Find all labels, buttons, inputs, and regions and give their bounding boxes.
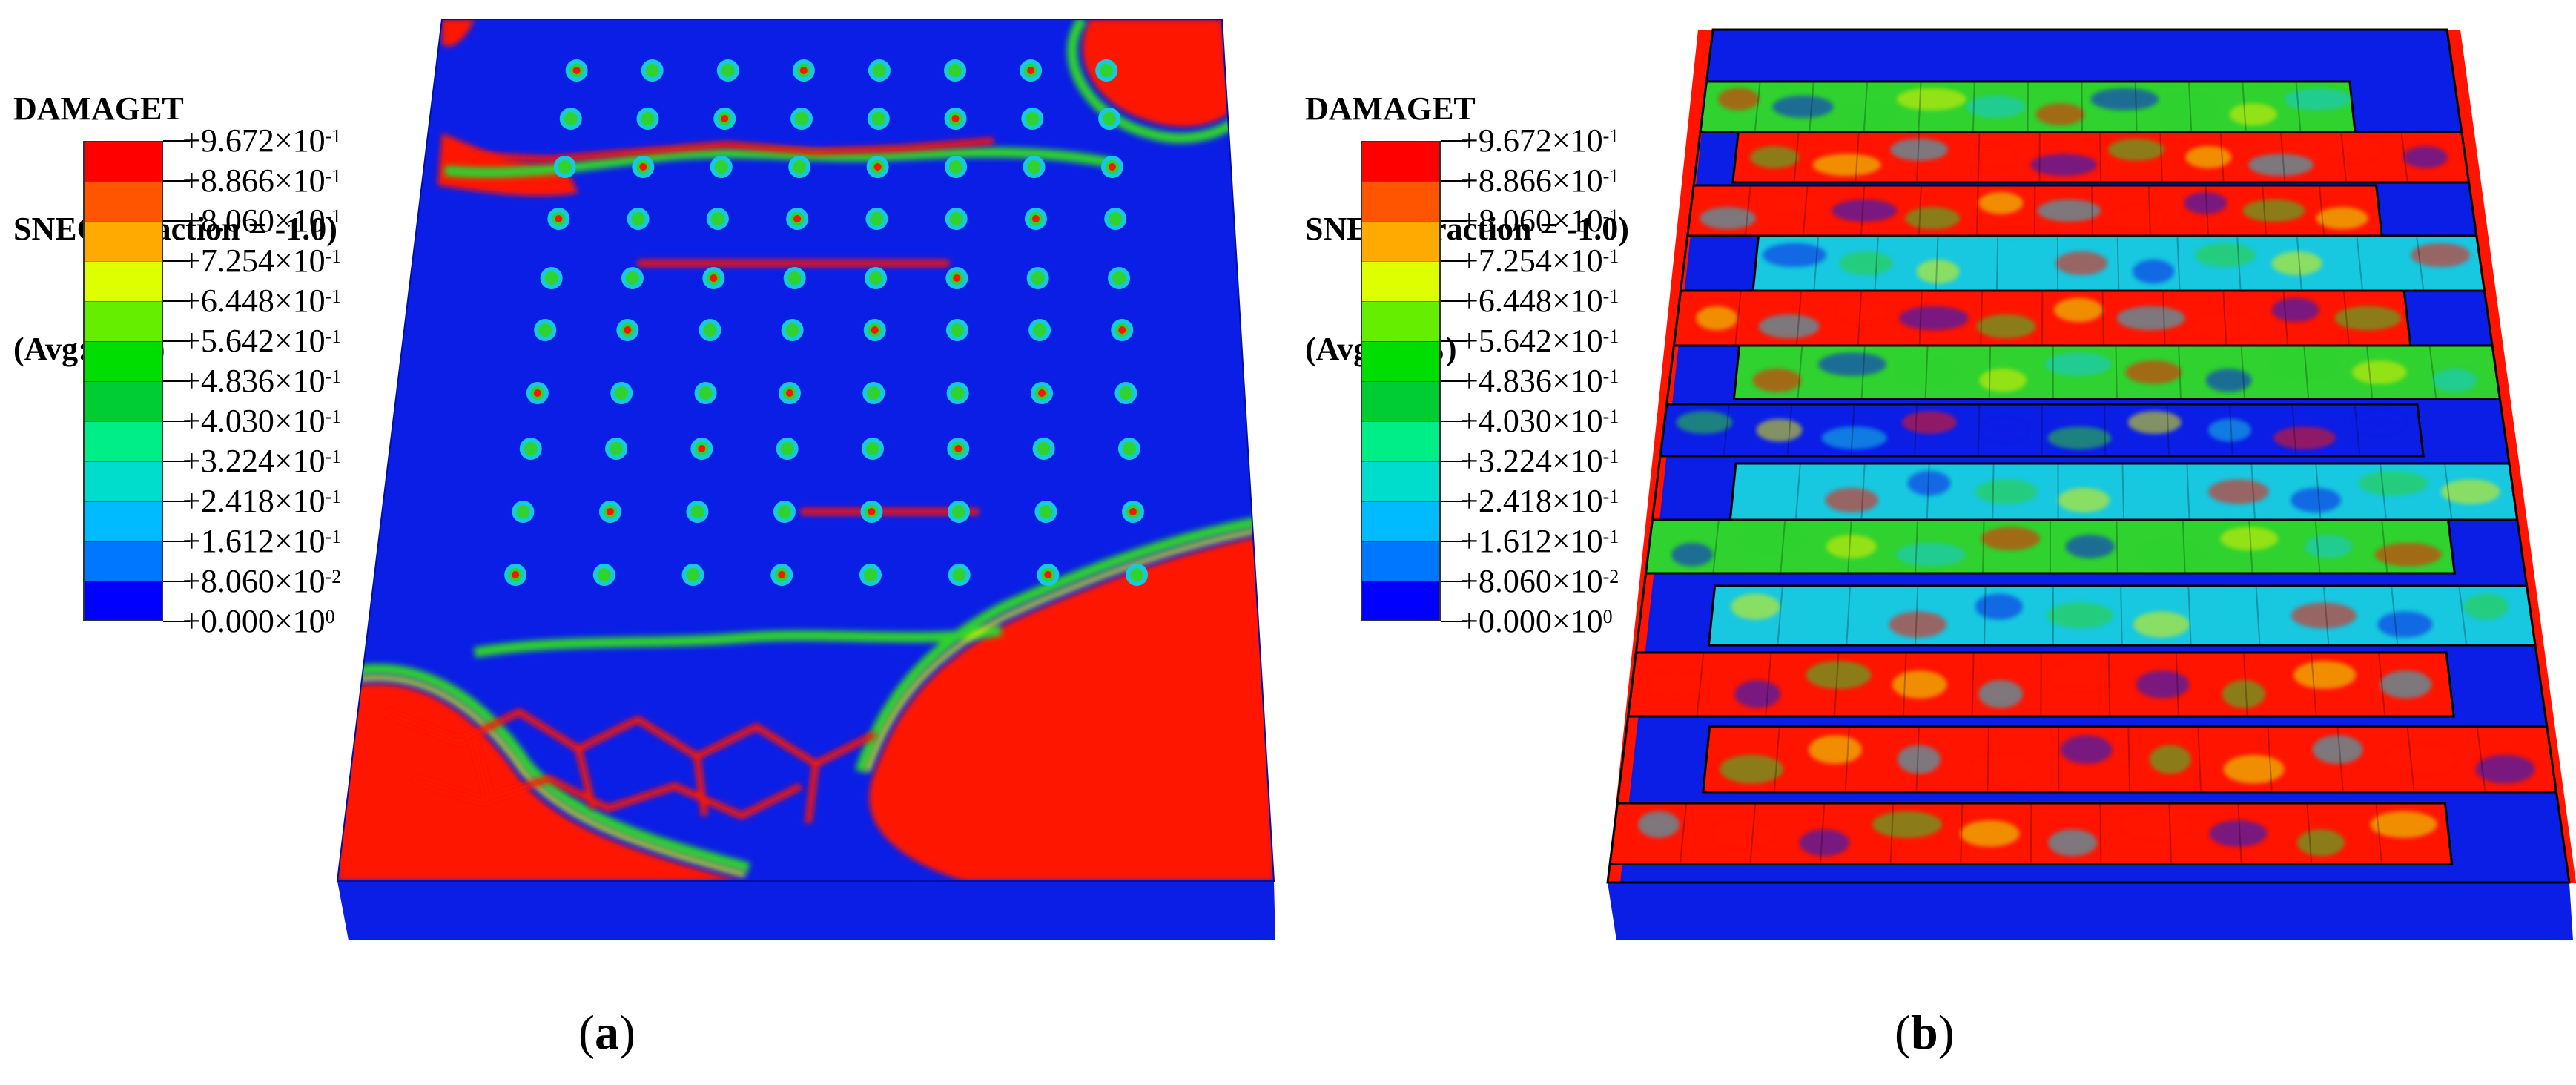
- scale-level-label: +3.224×10-1: [1460, 443, 1619, 479]
- scale-band: [83, 581, 163, 621]
- scale-band: [1361, 381, 1441, 421]
- scale-tick: [163, 501, 190, 502]
- scale-level-label: +8.866×10-1: [182, 162, 342, 199]
- scale-level-label: +7.254×10-1: [182, 243, 342, 279]
- scale-level-label: +7.254×10-1: [1460, 243, 1619, 279]
- scale-tick: [163, 180, 190, 182]
- scale-level-label: +8.060×10-2: [1460, 563, 1619, 599]
- scale-tick: [1441, 581, 1467, 582]
- scale-level-label: +3.224×10-1: [182, 443, 342, 479]
- scale-band: [83, 381, 163, 421]
- scale-tick: [163, 421, 190, 422]
- scale-tick: [1441, 220, 1467, 222]
- scale-tick: [1441, 541, 1467, 542]
- scale-band: [1361, 581, 1441, 621]
- scale-band: [83, 261, 163, 301]
- scale-band: [1361, 221, 1441, 261]
- scale-band: [83, 541, 163, 581]
- scale-band: [83, 221, 163, 261]
- scale-tick: [1441, 421, 1467, 422]
- scale-level-label: +2.418×10-1: [1460, 483, 1619, 519]
- scale-level-label: +4.030×10-1: [182, 403, 342, 439]
- scale-band: [1361, 421, 1441, 461]
- scale-band: [83, 181, 163, 221]
- scale-level-label: +1.612×10-1: [1460, 523, 1619, 559]
- scale-band: [1361, 141, 1441, 181]
- scale-tick: [163, 541, 190, 542]
- scale-tick: [1441, 621, 1467, 622]
- scale-band: [1361, 181, 1441, 221]
- scale-tick: [163, 220, 190, 222]
- scale-tick: [163, 340, 190, 342]
- scale-band: [1361, 541, 1441, 581]
- scale-level-label: +4.030×10-1: [1460, 403, 1619, 439]
- damage-yellow-fringe: [337, 526, 1274, 877]
- scale-level-label: +9.672×10-1: [182, 122, 342, 159]
- scale-level-label: +6.448×10-1: [182, 283, 342, 319]
- scale-tick: [163, 260, 190, 262]
- scale-frame: [1361, 141, 1441, 621]
- scale-frame: [83, 141, 163, 621]
- scale-band: [83, 501, 163, 541]
- slab-front-face: [337, 881, 1275, 940]
- scale-level-label: +8.060×10-1: [182, 202, 342, 239]
- legend-title: DAMAGET: [13, 90, 184, 127]
- scale-band: [1361, 461, 1441, 501]
- scale-level-label: +4.836×10-1: [182, 363, 342, 399]
- scale-level-label: +0.000×100: [182, 603, 335, 639]
- scale-level-label: +5.642×10-1: [182, 323, 342, 359]
- box-bottom-face: [1608, 883, 2573, 940]
- scale-tick: [163, 380, 190, 382]
- scale-band: [83, 301, 163, 341]
- scale-tick: [1441, 461, 1467, 462]
- scale-level-label: +2.418×10-1: [182, 483, 342, 519]
- scale-level-label: +8.060×10-1: [1460, 202, 1619, 239]
- scale-band: [1361, 301, 1441, 341]
- scale-tick: [1441, 501, 1467, 502]
- scale-band: [1361, 261, 1441, 301]
- box-right-wall: [2447, 30, 2576, 883]
- scale-level-label: +4.836×10-1: [1460, 363, 1619, 399]
- caption-b: (b): [1895, 1006, 1955, 1060]
- scale-level-label: +9.672×10-1: [1460, 122, 1619, 159]
- scale-tick: [163, 461, 190, 462]
- scale-tick: [1441, 260, 1467, 262]
- scale-band: [83, 461, 163, 501]
- scale-tick: [163, 140, 190, 142]
- scale-level-label: +1.612×10-1: [182, 523, 342, 559]
- scale-tick: [1441, 340, 1467, 342]
- scale-tick: [163, 621, 190, 622]
- legend-title: DAMAGET: [1305, 90, 1476, 127]
- scale-tick: [1441, 300, 1467, 302]
- scale-level-label: +0.000×100: [1460, 603, 1613, 639]
- scale-tick: [163, 581, 190, 582]
- scale-level-label: +8.060×10-2: [182, 563, 342, 599]
- scale-tick: [163, 300, 190, 302]
- scale-band: [1361, 501, 1441, 541]
- scale-tick: [1441, 140, 1467, 142]
- scale-level-label: +5.642×10-1: [1460, 323, 1619, 359]
- anchor-damage-spots: [504, 59, 1149, 586]
- scale-band: [83, 341, 163, 381]
- caption-a: (a): [578, 1006, 635, 1060]
- scale-band: [1361, 341, 1441, 381]
- internal-walls: [1608, 80, 2558, 865]
- scale-band: [83, 421, 163, 461]
- scale-level-label: +6.448×10-1: [1460, 283, 1619, 319]
- scale-level-label: +8.866×10-1: [1460, 162, 1619, 199]
- scale-tick: [1441, 180, 1467, 182]
- scale-tick: [1441, 380, 1467, 382]
